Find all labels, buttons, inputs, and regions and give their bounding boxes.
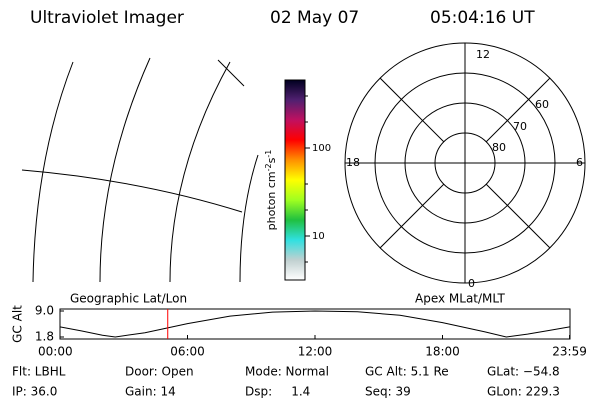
colorbar bbox=[284, 79, 306, 281]
info-field: Seq: 39 bbox=[365, 385, 411, 399]
mlt-label: 6 bbox=[576, 156, 583, 169]
unit: photon cm bbox=[265, 171, 278, 230]
colorbar-tick: 100 bbox=[312, 143, 331, 154]
mlat-label: 70 bbox=[513, 120, 527, 133]
timeline-frame bbox=[59, 308, 571, 340]
x-tick-label: 06:00 bbox=[170, 345, 205, 359]
info-field: GC Alt: 5.1 Re bbox=[365, 365, 449, 379]
info-field: Door: Open bbox=[125, 365, 194, 379]
timeline-title: Geographic Lat/Lon bbox=[70, 292, 187, 306]
colorbar-ticks bbox=[305, 95, 310, 263]
info-field: Flt: LBHL bbox=[12, 365, 66, 379]
date: 02 May 07 bbox=[270, 8, 359, 28]
mlat-label: 80 bbox=[492, 141, 506, 154]
info-field: GLat: −54.8 bbox=[487, 365, 560, 379]
map-grid bbox=[21, 57, 259, 283]
mlt-label: 12 bbox=[476, 48, 490, 61]
polar-grid bbox=[344, 42, 586, 284]
mlat-label: 60 bbox=[535, 98, 549, 111]
y-label: GC Alt bbox=[11, 305, 25, 343]
info-field: Gain: 14 bbox=[125, 385, 176, 399]
unit-exp: -1 bbox=[264, 150, 273, 158]
info-field: Mode: Normal bbox=[245, 365, 329, 379]
x-tick-label: 18:00 bbox=[425, 345, 460, 359]
title: Ultraviolet Imager bbox=[30, 8, 184, 28]
time: 05:04:16 UT bbox=[430, 8, 535, 28]
unit: s bbox=[265, 157, 278, 163]
colorbar-tick: 10 bbox=[312, 231, 325, 242]
x-tick-label: 23:59 bbox=[552, 345, 587, 359]
timeline-title: Apex MLat/MLT bbox=[415, 292, 505, 306]
x-tick-label: 12:00 bbox=[298, 345, 333, 359]
y-tick-label: 1.8 bbox=[35, 330, 54, 344]
x-tick-label: 00:00 bbox=[38, 345, 73, 359]
colorbar-label: photon cm-2s-1 bbox=[264, 150, 279, 231]
info-field: IP: 36.0 bbox=[12, 385, 57, 399]
mlt-label: 18 bbox=[346, 156, 360, 169]
y-tick-label: 9.0 bbox=[35, 304, 54, 318]
mlt-label: 0 bbox=[468, 277, 475, 290]
altitude-line bbox=[59, 310, 570, 338]
info-field: Dsp: 1.4 bbox=[245, 385, 310, 399]
unit-exp: -2 bbox=[264, 163, 273, 171]
info-field: GLon: 229.3 bbox=[487, 385, 560, 399]
